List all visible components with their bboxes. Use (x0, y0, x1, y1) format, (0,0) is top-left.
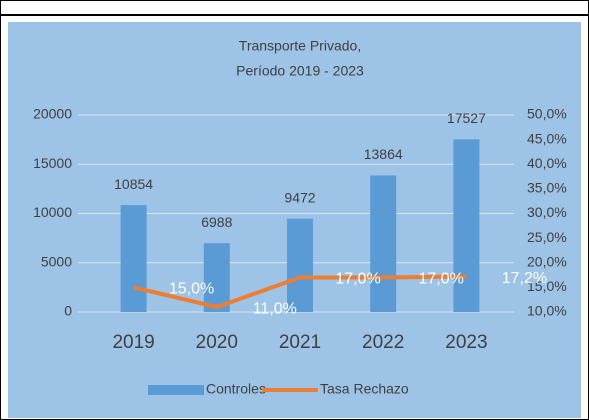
data-label: 9472 (284, 189, 315, 205)
y2-tick-label: 30,0% (527, 204, 567, 220)
x-tick-label: 2019 (112, 332, 154, 353)
x-tick-label: 2023 (445, 332, 487, 353)
y2-tick-label: 40,0% (527, 155, 567, 171)
y2-tick-label: 10,0% (527, 303, 567, 319)
data-label: 10854 (114, 176, 153, 192)
y-tick-label: 15000 (33, 155, 72, 171)
chart-title: Período 2019 - 2023 (236, 63, 364, 79)
bar (453, 139, 480, 312)
bar (203, 243, 230, 312)
y-tick-label: 5000 (41, 253, 72, 269)
data-label: 13864 (364, 146, 403, 162)
data-label: 6988 (201, 214, 232, 230)
bar (120, 205, 147, 312)
bar (370, 175, 397, 312)
y2-tick-label: 45,0% (527, 130, 567, 146)
x-tick-label: 2021 (279, 332, 321, 353)
legend-label: Tasa Rechazo (320, 381, 409, 397)
top-rule (0, 14, 589, 16)
data-label: 17527 (447, 110, 486, 126)
data-label: 17,2% (502, 270, 547, 287)
x-tick-label: 2022 (362, 332, 404, 353)
y2-tick-label: 20,0% (527, 253, 567, 269)
x-tick-label: 2020 (196, 332, 238, 353)
legend-swatch (148, 385, 204, 395)
y2-tick-label: 35,0% (527, 180, 567, 196)
y-tick-label: 20000 (33, 106, 72, 122)
y-tick-label: 10000 (33, 204, 72, 220)
y2-tick-label: 15,0% (527, 278, 567, 294)
chart-title: Transporte Privado, (239, 38, 361, 54)
line (133, 274, 467, 310)
y-tick-label: 0 (64, 303, 72, 319)
data-label: 17,0% (335, 271, 380, 288)
bar (287, 218, 313, 312)
data-label: 15,0% (169, 281, 214, 298)
data-label: 11,0% (253, 300, 297, 317)
y2-tick-label: 50,0% (527, 106, 567, 122)
data-label: 17,0% (419, 271, 464, 288)
plot: 0 5000 10000 15000 20000 10,0% 15,0% 20,0% 25,0%… (33, 106, 567, 397)
legend-label: Controles (206, 381, 266, 397)
y2-tick-label: 25,0% (527, 229, 567, 245)
